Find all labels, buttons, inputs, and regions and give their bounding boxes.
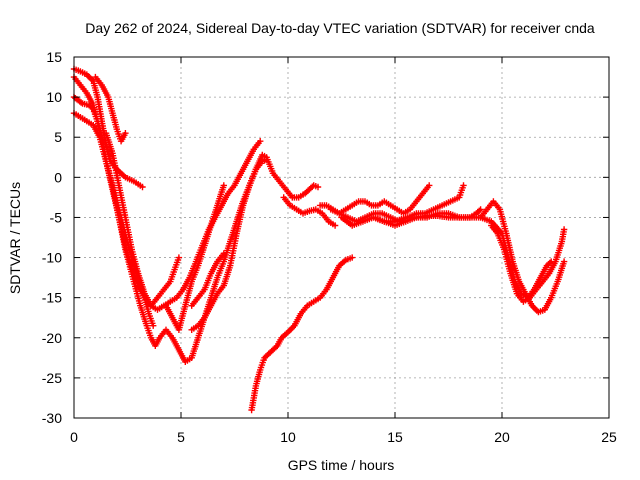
x-tick-label: 15 [387,429,403,445]
series-pass-16 [477,198,568,316]
y-tick-label: -30 [42,410,62,426]
y-tick-label: -20 [42,330,62,346]
series-pass-07 [162,182,227,333]
data-series-group [70,65,568,414]
data-point-markers [370,206,484,225]
y-tick-label: 10 [46,89,62,105]
y-tick-label: -25 [42,370,62,386]
y-tick-label: -10 [42,250,62,266]
series-pass-08 [188,250,227,309]
plot-area-border [73,56,610,419]
series-pass-09 [188,151,322,333]
data-point-markers [162,182,227,333]
data-point-markers [188,250,227,309]
data-point-markers [92,73,129,145]
data-point-markers [477,198,568,316]
data-point-markers [280,194,339,229]
series-pass-15 [370,206,484,225]
x-tick-label: 25 [601,429,617,445]
data-point-markers [102,130,183,309]
x-tick-label: 5 [177,429,185,445]
x-tick-label: 20 [494,429,510,445]
x-axis-label: GPS time / hours [288,457,395,473]
series-pass-06 [102,130,183,309]
series-pass-05 [92,73,129,145]
y-tick-label: 5 [54,129,62,145]
grid [74,57,609,418]
series-trace [250,256,354,412]
axis-ticks: 0 5 10 15 20 25 -30 -25 -20 -15 -10 -5 0 5 10 15 [42,49,617,445]
chart-title: Day 262 of 2024, Sidereal Day-to-day VTE… [85,20,595,36]
x-tick-label: 0 [70,429,78,445]
y-axis-label: SDTVAR / TECUs [7,182,23,294]
y-tick-label: -5 [50,209,63,225]
series-pass-17 [488,222,568,305]
data-point-markers [248,254,356,414]
series-pass-04 [70,110,264,313]
y-tick-label: 0 [54,169,62,185]
data-point-markers [488,222,568,305]
series-pass-10 [248,254,356,414]
x-tick-label: 10 [280,429,296,445]
y-tick-label: -15 [42,290,62,306]
y-tick-label: 15 [46,49,62,65]
series-pass-11 [280,194,339,229]
data-point-markers [188,151,322,333]
